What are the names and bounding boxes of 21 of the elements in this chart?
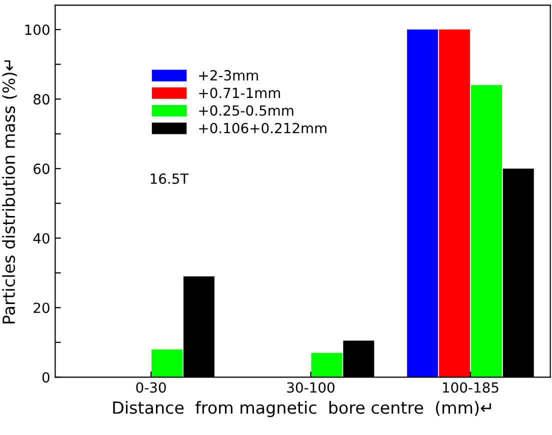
x-tick-label: 0-30: [136, 382, 166, 393]
bar: [439, 30, 470, 378]
legend-label: +0.71-1mm: [199, 88, 280, 98]
y-tick-label: 20: [34, 302, 50, 314]
y-axis-title: Particles distribution mass (%)↵: [2, 60, 18, 324]
x-axis-title: Distance from magnetic bore centre (mm)↵: [113, 401, 491, 418]
x-tick-label: 30-100: [287, 382, 334, 393]
legend-label: +2-3mm: [199, 70, 258, 81]
y-tick-label: 0: [42, 372, 50, 383]
bar: [470, 85, 502, 378]
y-tick-label: 40: [33, 233, 50, 244]
bar: [311, 352, 342, 378]
legend-label: +0.25-0.5mm: [199, 105, 294, 116]
annotation: 16.5T: [150, 173, 189, 184]
x-tick-label: 100-185: [442, 382, 498, 393]
y-tick-label: 60: [34, 164, 50, 174]
legend-label: +0.106+0.212mm: [199, 122, 326, 134]
y-tick-label: 100: [25, 24, 50, 36]
y-tick-label: 80: [34, 94, 50, 105]
bar: [152, 349, 182, 378]
bar: [407, 30, 438, 378]
